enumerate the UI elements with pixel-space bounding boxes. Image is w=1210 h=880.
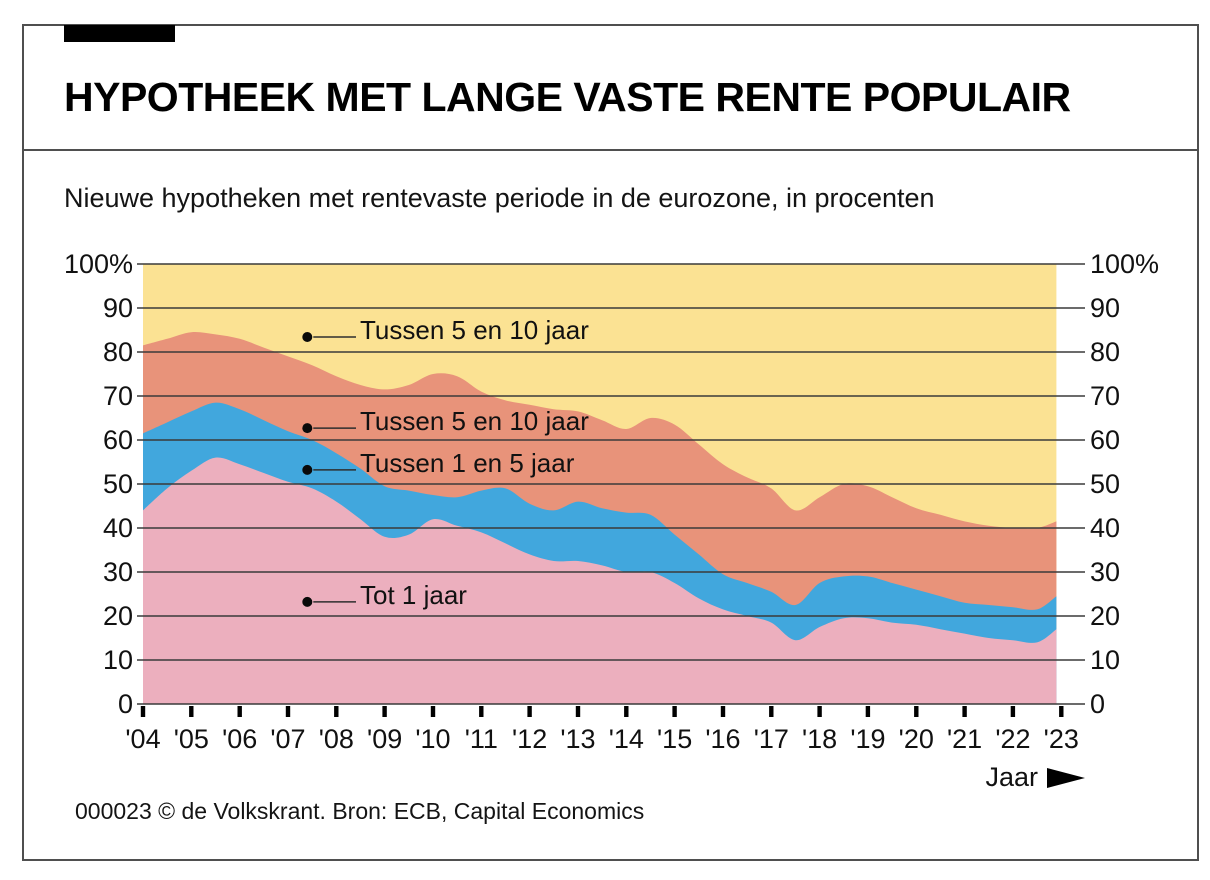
- x-axis-tick: [479, 706, 484, 717]
- x-axis-tick: [769, 706, 774, 717]
- x-axis-label: '11: [464, 724, 498, 754]
- x-axis-tick: [865, 706, 871, 717]
- x-axis-tick: [140, 706, 146, 717]
- x-axis-label: '05: [173, 724, 209, 754]
- y-axis-label-left: 80: [102, 337, 133, 367]
- y-axis-label-left: 100%: [63, 249, 133, 279]
- y-axis-label-right: 50: [1090, 469, 1121, 499]
- y-axis-label-left: 40: [102, 513, 133, 543]
- x-axis-title: Jaar: [885, 762, 1085, 793]
- y-axis-label-right: 10: [1090, 645, 1121, 675]
- y-axis-label-right: 80: [1090, 337, 1121, 367]
- title-separator-line: [22, 149, 1199, 151]
- y-axis-label-left: 30: [102, 557, 133, 587]
- x-axis-tick: [575, 706, 581, 717]
- x-axis-tick: [382, 706, 387, 717]
- x-axis-label: '17: [753, 724, 789, 754]
- x-axis-tick: [914, 706, 919, 717]
- x-axis-tick: [962, 706, 967, 717]
- annotation-dot: [302, 596, 313, 607]
- y-axis-label-right: 40: [1090, 513, 1121, 543]
- x-axis-label: '23: [1043, 724, 1079, 754]
- y-axis-label-right: 30: [1090, 557, 1121, 587]
- x-axis-label: '12: [512, 724, 548, 754]
- annotation-label: Tot 1 jaar: [360, 579, 467, 610]
- x-axis-label: '19: [850, 724, 886, 754]
- y-axis-label-right: 100%: [1090, 249, 1160, 279]
- y-axis-label-right: 90: [1090, 293, 1121, 323]
- y-axis-label-left: 20: [102, 601, 133, 631]
- x-axis-label: '20: [898, 724, 934, 754]
- y-axis-label-right: 70: [1090, 381, 1121, 411]
- annotation-dot: [302, 332, 313, 342]
- x-axis-tick: [189, 706, 194, 717]
- x-axis-label: '09: [367, 724, 403, 754]
- x-axis-tick: [624, 706, 629, 717]
- chart-frame-border: [22, 24, 1199, 861]
- x-axis-tick: [1010, 706, 1016, 717]
- annotation-label: Tussen 5 en 10 jaar: [360, 315, 589, 346]
- x-axis-label: '08: [318, 724, 354, 754]
- y-axis-label-left: 90: [102, 293, 133, 323]
- y-axis-label-left: 50: [102, 469, 133, 499]
- x-axis-label: '06: [222, 724, 258, 754]
- x-axis-label: '22: [995, 724, 1031, 754]
- x-axis-label: '18: [802, 724, 838, 754]
- x-axis-tick: [237, 706, 242, 717]
- x-axis-tick: [672, 706, 677, 717]
- logo-bar: [64, 25, 175, 42]
- source-credit: 000023 © de Volkskrant. Bron: ECB, Capit…: [75, 798, 645, 824]
- y-axis-label-left: 10: [102, 645, 133, 675]
- x-axis-tick: [1059, 706, 1064, 717]
- chart-subtitle: Nieuwe hypotheken met rentevaste periode…: [64, 183, 935, 213]
- x-axis-label: '16: [705, 724, 741, 754]
- y-axis-label-right: 20: [1090, 601, 1121, 631]
- x-axis-tick: [285, 706, 291, 717]
- y-axis-label-left: 60: [102, 425, 133, 455]
- x-axis-label: '21: [947, 724, 983, 754]
- y-axis-label-right: 60: [1090, 425, 1121, 455]
- x-axis-title-text: Jaar: [985, 762, 1038, 792]
- arrow-right-icon: [1047, 767, 1085, 788]
- x-axis-tick: [334, 706, 339, 717]
- x-axis-tick: [527, 706, 532, 717]
- x-axis-label: '15: [657, 724, 693, 754]
- x-axis-tick: [430, 706, 436, 717]
- x-axis-label: '04: [125, 724, 161, 754]
- annotation-dot: [302, 464, 313, 475]
- y-axis-label-left: 0: [117, 689, 133, 719]
- x-axis-tick: [720, 706, 726, 717]
- x-axis-label: '10: [415, 724, 451, 754]
- area-series-0: [143, 457, 1057, 704]
- x-axis-tick: [817, 706, 822, 717]
- annotation-label: Tussen 1 en 5 jaar: [360, 447, 575, 478]
- y-axis-label-right: 0: [1090, 689, 1106, 719]
- x-axis-label: '07: [270, 724, 306, 754]
- x-axis-label: '14: [608, 724, 644, 754]
- page-title: HYPOTHEEK MET LANGE VASTE RENTE POPULAIR: [64, 74, 1071, 120]
- x-axis-label: '13: [560, 724, 596, 754]
- annotation-label: Tussen 5 en 10 jaar: [360, 406, 589, 437]
- y-axis-label-left: 70: [102, 381, 133, 411]
- annotation-dot: [302, 423, 313, 434]
